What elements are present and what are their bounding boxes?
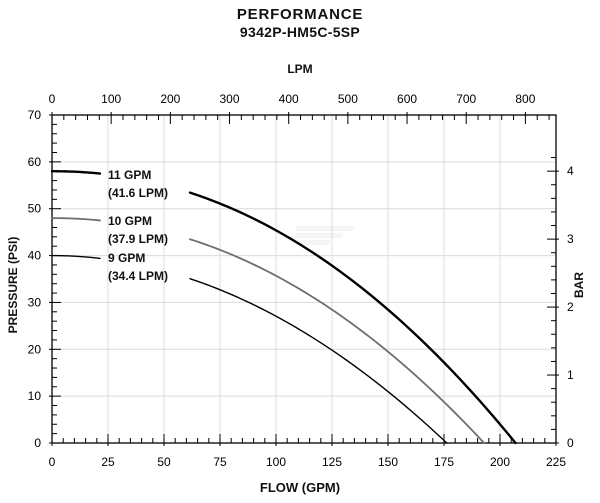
- svg-text:400: 400: [279, 92, 299, 106]
- svg-text:40: 40: [28, 249, 42, 263]
- svg-text:0: 0: [34, 436, 41, 450]
- svg-text:100: 100: [101, 92, 121, 106]
- svg-text:800: 800: [515, 92, 535, 106]
- svg-text:4: 4: [567, 164, 574, 178]
- svg-text:10: 10: [28, 389, 42, 403]
- svg-text:0: 0: [49, 455, 56, 469]
- svg-text:200: 200: [490, 455, 510, 469]
- svg-text:600: 600: [397, 92, 417, 106]
- svg-text:175: 175: [434, 455, 454, 469]
- svg-text:50: 50: [157, 455, 171, 469]
- svg-text:50: 50: [28, 202, 42, 216]
- svg-text:25: 25: [101, 455, 115, 469]
- svg-text:20: 20: [28, 342, 42, 356]
- svg-text:60: 60: [28, 155, 42, 169]
- svg-text:500: 500: [338, 92, 358, 106]
- svg-text:150: 150: [378, 455, 398, 469]
- svg-text:0: 0: [567, 436, 574, 450]
- svg-text:125: 125: [322, 455, 342, 469]
- svg-text:0: 0: [49, 92, 56, 106]
- svg-text:70: 70: [28, 108, 42, 122]
- svg-text:225: 225: [546, 455, 566, 469]
- svg-text:100: 100: [266, 455, 286, 469]
- svg-text:30: 30: [28, 295, 42, 309]
- svg-text:700: 700: [456, 92, 476, 106]
- svg-text:300: 300: [220, 92, 240, 106]
- svg-text:75: 75: [213, 455, 227, 469]
- svg-text:200: 200: [160, 92, 180, 106]
